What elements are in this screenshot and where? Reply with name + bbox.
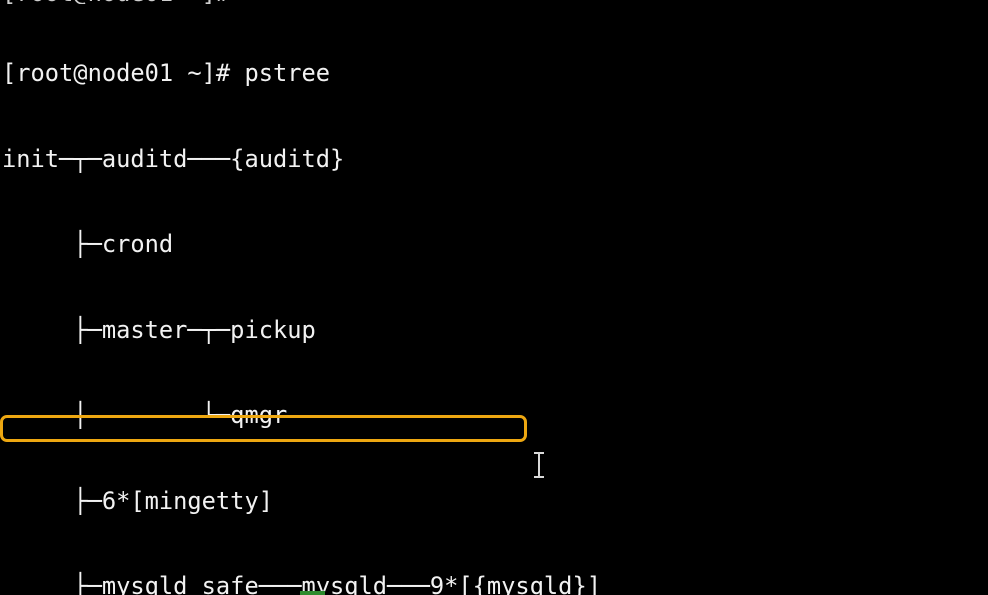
pstree-line-mingetty: ├─6*[mingetty] xyxy=(2,486,273,515)
pstree-line-master-pickup: ├─master─┬─pickup xyxy=(2,315,316,344)
pstree-line-mysqld: ├─mysqld_safe───mysqld───9*[{mysqld}] xyxy=(2,572,601,595)
pstree-line-crond: ├─crond xyxy=(2,230,174,258)
clipped-previous-line-text: [root@node01 ~]# xyxy=(2,0,402,4)
pstree-line-qmgr: │ └─qmgr xyxy=(2,401,288,429)
clipped-previous-line: [root@node01 ~]# xyxy=(2,0,402,4)
pstree-line-init-auditd: init─┬─auditd───{auditd} xyxy=(2,144,345,173)
green-cursor-fragment xyxy=(300,591,325,595)
terminal-output: [root@node01 ~]# pstree init─┬─auditd───… xyxy=(2,3,929,595)
prompt-pstree-command: [root@node01 ~]# pstree xyxy=(2,59,331,87)
